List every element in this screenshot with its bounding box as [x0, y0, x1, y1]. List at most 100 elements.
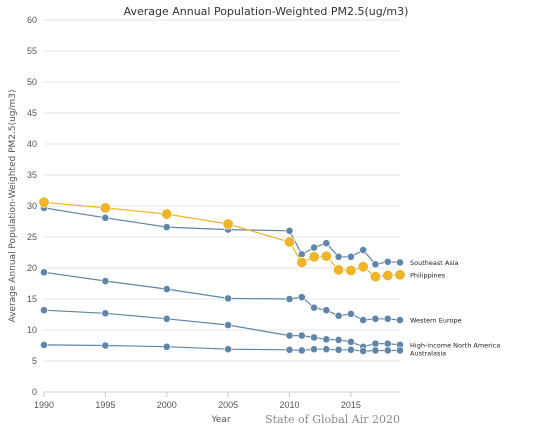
- data-point[interactable]: [383, 346, 392, 355]
- data-point[interactable]: [310, 243, 318, 252]
- data-point[interactable]: [224, 321, 233, 329]
- data-point[interactable]: [383, 314, 392, 323]
- data-point[interactable]: [162, 285, 171, 293]
- y-tick-label: 45: [27, 108, 37, 118]
- y-tick-label: 10: [27, 325, 37, 335]
- data-point[interactable]: [162, 342, 171, 351]
- series-philippines: [38, 196, 406, 283]
- data-point[interactable]: [38, 196, 50, 208]
- series-label-australasia: Australasia: [410, 349, 446, 357]
- series-australasia: [40, 340, 404, 355]
- data-point[interactable]: [371, 260, 380, 269]
- data-point[interactable]: [310, 333, 318, 342]
- series-group: [38, 196, 406, 355]
- y-tick-label: 60: [27, 15, 37, 25]
- x-tick-label: 2015: [341, 400, 361, 410]
- series-line: [43, 309, 401, 348]
- data-point[interactable]: [334, 252, 343, 261]
- data-point[interactable]: [101, 213, 110, 222]
- data-point[interactable]: [383, 257, 392, 266]
- data-point[interactable]: [322, 239, 331, 248]
- data-point[interactable]: [320, 250, 332, 262]
- data-point[interactable]: [359, 347, 368, 355]
- data-point[interactable]: [162, 314, 171, 323]
- data-point[interactable]: [371, 346, 380, 355]
- data-point[interactable]: [334, 345, 343, 354]
- data-point[interactable]: [310, 345, 318, 354]
- data-point[interactable]: [322, 335, 331, 344]
- data-point[interactable]: [285, 331, 294, 340]
- data-point[interactable]: [346, 337, 355, 346]
- y-tick-label: 25: [27, 232, 37, 242]
- data-point[interactable]: [346, 252, 355, 261]
- data-point[interactable]: [40, 268, 48, 277]
- data-point[interactable]: [359, 316, 368, 324]
- chart-title: Average Annual Population-Weighted PM2.5…: [124, 5, 409, 18]
- series-western-europe: [40, 268, 404, 324]
- x-tick-label: 2000: [157, 400, 177, 410]
- data-point[interactable]: [396, 316, 404, 324]
- data-point[interactable]: [322, 345, 331, 354]
- data-point[interactable]: [334, 336, 343, 344]
- data-point[interactable]: [382, 269, 394, 281]
- data-point[interactable]: [224, 294, 233, 303]
- data-point[interactable]: [396, 346, 404, 355]
- data-point[interactable]: [346, 309, 355, 318]
- data-point[interactable]: [101, 341, 110, 350]
- x-axis-label: Year: [210, 415, 230, 425]
- data-point[interactable]: [333, 264, 345, 276]
- data-point[interactable]: [222, 218, 234, 230]
- data-point[interactable]: [371, 339, 380, 348]
- x-tick-label: 2010: [280, 400, 300, 410]
- data-point[interactable]: [296, 256, 308, 268]
- data-point[interactable]: [308, 251, 320, 263]
- data-point[interactable]: [371, 314, 380, 323]
- x-tick-label: 2005: [218, 400, 238, 410]
- data-point[interactable]: [334, 311, 343, 320]
- data-point[interactable]: [297, 346, 306, 355]
- data-point[interactable]: [101, 277, 110, 285]
- data-point[interactable]: [345, 264, 357, 276]
- series-line: [43, 207, 401, 265]
- data-point[interactable]: [162, 223, 171, 231]
- y-axis-ticks: 0 5 10 15 20 25 30 35 40 45 50 55 60: [27, 15, 37, 397]
- data-point[interactable]: [285, 345, 294, 354]
- data-point[interactable]: [310, 303, 318, 312]
- series-labels: Western Europe High-income North AmericaA…: [410, 259, 500, 357]
- data-point[interactable]: [285, 226, 294, 235]
- x-tick-label: 1990: [34, 400, 54, 410]
- y-axis-label: Average Annual Population-Weighted PM2.5…: [8, 89, 18, 322]
- y-tick-label: 5: [32, 356, 37, 366]
- y-tick-label: 30: [27, 201, 37, 211]
- data-point[interactable]: [383, 339, 392, 348]
- series-high-income-north-america: [40, 306, 404, 351]
- credit-text: State of Global Air 2020: [265, 413, 400, 426]
- data-point[interactable]: [359, 246, 368, 254]
- data-point[interactable]: [394, 269, 406, 281]
- grid-lines: [44, 19, 400, 362]
- data-point[interactable]: [99, 202, 111, 214]
- data-point[interactable]: [161, 208, 173, 220]
- data-point[interactable]: [346, 345, 355, 354]
- data-point[interactable]: [369, 271, 381, 283]
- data-point[interactable]: [297, 331, 306, 340]
- data-point[interactable]: [297, 293, 306, 302]
- data-point[interactable]: [40, 340, 48, 349]
- data-point[interactable]: [40, 306, 48, 315]
- data-point[interactable]: [224, 345, 233, 354]
- y-tick-label: 35: [27, 170, 37, 180]
- data-point[interactable]: [297, 250, 306, 259]
- data-point[interactable]: [357, 261, 369, 273]
- data-point[interactable]: [396, 258, 404, 267]
- series-label-western-europe: Western Europe: [410, 317, 462, 325]
- data-point[interactable]: [284, 236, 296, 248]
- y-tick-label: 20: [27, 263, 37, 273]
- series-label-high-income-north-america: High-income North America: [410, 341, 500, 349]
- y-tick-label: 55: [27, 46, 37, 56]
- y-tick-label: 40: [27, 139, 37, 149]
- data-point[interactable]: [322, 306, 331, 315]
- y-tick-label: 15: [27, 294, 37, 304]
- data-point[interactable]: [101, 309, 110, 318]
- data-point[interactable]: [285, 295, 294, 303]
